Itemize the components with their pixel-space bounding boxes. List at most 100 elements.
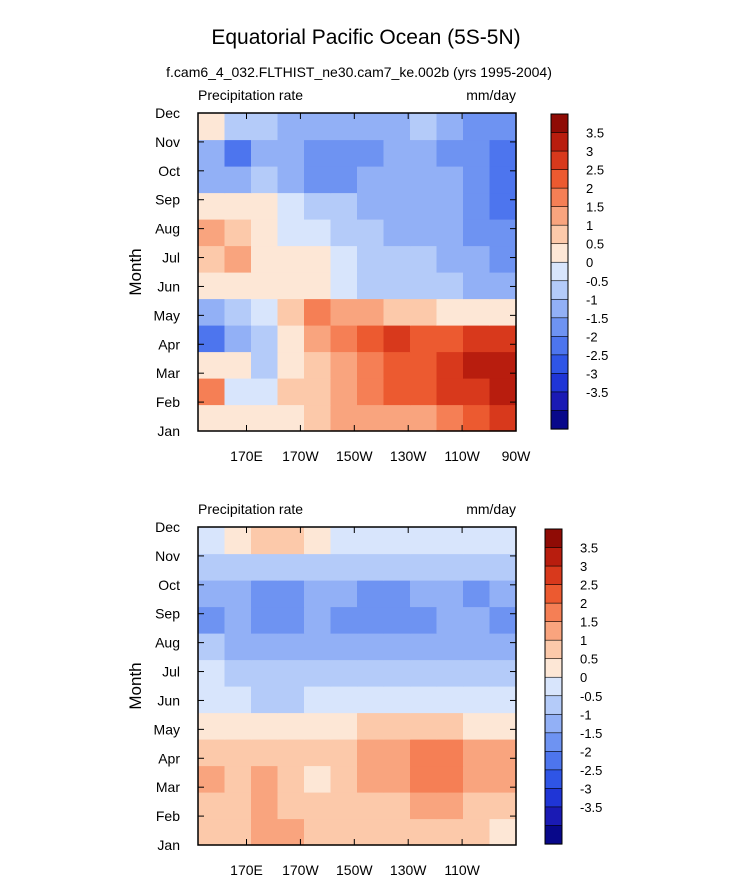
variable-label: Precipitation rate (198, 87, 303, 103)
heatmap-cell (463, 792, 491, 820)
colorbar-box (550, 317, 569, 337)
heatmap-cell (489, 219, 517, 247)
heatmap-cell (251, 219, 279, 247)
heatmap-cell (198, 404, 226, 432)
heatmap-cell (251, 818, 279, 846)
heatmap-cell (410, 527, 438, 555)
heatmap-cell (489, 712, 517, 740)
panel-gpcp: Precipitation rate mm/day Month Jan Feb Ma… (126, 501, 602, 878)
heatmap-cell (304, 527, 332, 555)
heatmap-cell (251, 298, 279, 326)
colorbar-label: 1 (580, 633, 587, 648)
heatmap-cell (410, 378, 438, 406)
heatmap-cell (198, 633, 226, 661)
heatmap-cell (436, 378, 464, 406)
colorbar-box (544, 732, 563, 752)
heatmap-cell (489, 192, 517, 220)
colorbar-box (544, 695, 563, 715)
heatmap-cell (383, 553, 411, 581)
heatmap-cell (410, 606, 438, 634)
heatmap-cell (224, 404, 252, 432)
colorbar-box (550, 298, 569, 319)
heatmap-cell (330, 351, 358, 379)
heatmap-cell (489, 298, 517, 326)
colorbar-box (544, 713, 563, 734)
heatmap-cell (357, 739, 385, 767)
colorbar-label: 3 (586, 144, 593, 159)
heatmap-cell (198, 139, 226, 167)
heatmap-cell (463, 166, 491, 194)
heatmap-cell (251, 325, 279, 353)
heatmap-cell (357, 325, 385, 353)
heatmap-cell (277, 325, 305, 353)
heatmap-cell (463, 404, 491, 432)
heatmap-cell (330, 298, 358, 326)
heatmap-cell (304, 245, 332, 273)
heatmap-cell (489, 113, 517, 141)
heatmap-cell (198, 245, 226, 273)
heatmap-cell (436, 219, 464, 247)
colorbar-label: 3.5 (580, 541, 598, 556)
heatmap-cell (224, 765, 252, 793)
y-tick-label: Nov (155, 134, 180, 150)
y-tick-label: Mar (156, 365, 180, 381)
heatmap-cell (304, 765, 332, 793)
colorbar-label: -1 (586, 292, 598, 307)
colorbar-box (550, 410, 569, 430)
heatmap-cell (304, 166, 332, 194)
heatmap-cell (410, 166, 438, 194)
heatmap-cell (410, 351, 438, 379)
colorbar-box (544, 639, 563, 660)
y-tick-label: Aug (155, 635, 180, 651)
colorbar-label: -1.5 (586, 311, 608, 326)
heatmap-cell (410, 580, 438, 608)
heatmap-cell (383, 404, 411, 432)
heatmap-cell (330, 404, 358, 432)
heatmap-cell (330, 606, 358, 634)
colorbar-box (544, 658, 563, 678)
x-tick-label: 110W (444, 448, 480, 464)
y-tick-label: Sep (155, 606, 180, 622)
heatmap-cell (304, 192, 332, 220)
heatmap-cell (304, 298, 332, 326)
heatmap-cell (330, 686, 358, 714)
heatmap-cell (383, 765, 411, 793)
heatmap-cell (463, 527, 491, 555)
heatmap-cell (251, 633, 279, 661)
heatmap-cell (330, 166, 358, 194)
y-tick-label: May (154, 307, 180, 323)
heatmap-cell (304, 404, 332, 432)
heatmap-cell (277, 580, 305, 608)
y-tick-label: Apr (158, 750, 180, 766)
colorbar-label: -2 (580, 744, 592, 759)
y-tick-label: Dec (155, 105, 180, 121)
heatmap-cell (489, 739, 517, 767)
heatmap-cell (489, 378, 517, 406)
colorbar-box (544, 547, 563, 567)
heatmap-cell (383, 272, 411, 300)
y-axis-label: Month (126, 662, 145, 709)
heatmap-cell (463, 378, 491, 406)
x-tick-label: 150W (336, 448, 373, 464)
heatmap-cell (330, 113, 358, 141)
colorbar-label: 0 (580, 670, 587, 685)
heatmap-cell (357, 633, 385, 661)
heatmap-cell (251, 378, 279, 406)
heatmap-cell (436, 633, 464, 661)
heatmap-cell (251, 351, 279, 379)
heatmap-cell (489, 633, 517, 661)
heatmap-cell (277, 606, 305, 634)
heatmap-cell (436, 192, 464, 220)
heatmap-cell (383, 606, 411, 634)
heatmap-cell (357, 166, 385, 194)
heatmap-cell (383, 818, 411, 846)
heatmap-cell (198, 792, 226, 820)
colorbar-label: 2 (586, 181, 593, 196)
heatmap-cell (463, 606, 491, 634)
heatmap-cell (277, 553, 305, 581)
heatmap-cell (330, 818, 358, 846)
heatmap-cell (489, 404, 517, 432)
heatmap-cell (224, 686, 252, 714)
colorbar-label: 3.5 (586, 126, 604, 141)
y-axis-label: Month (126, 248, 145, 295)
